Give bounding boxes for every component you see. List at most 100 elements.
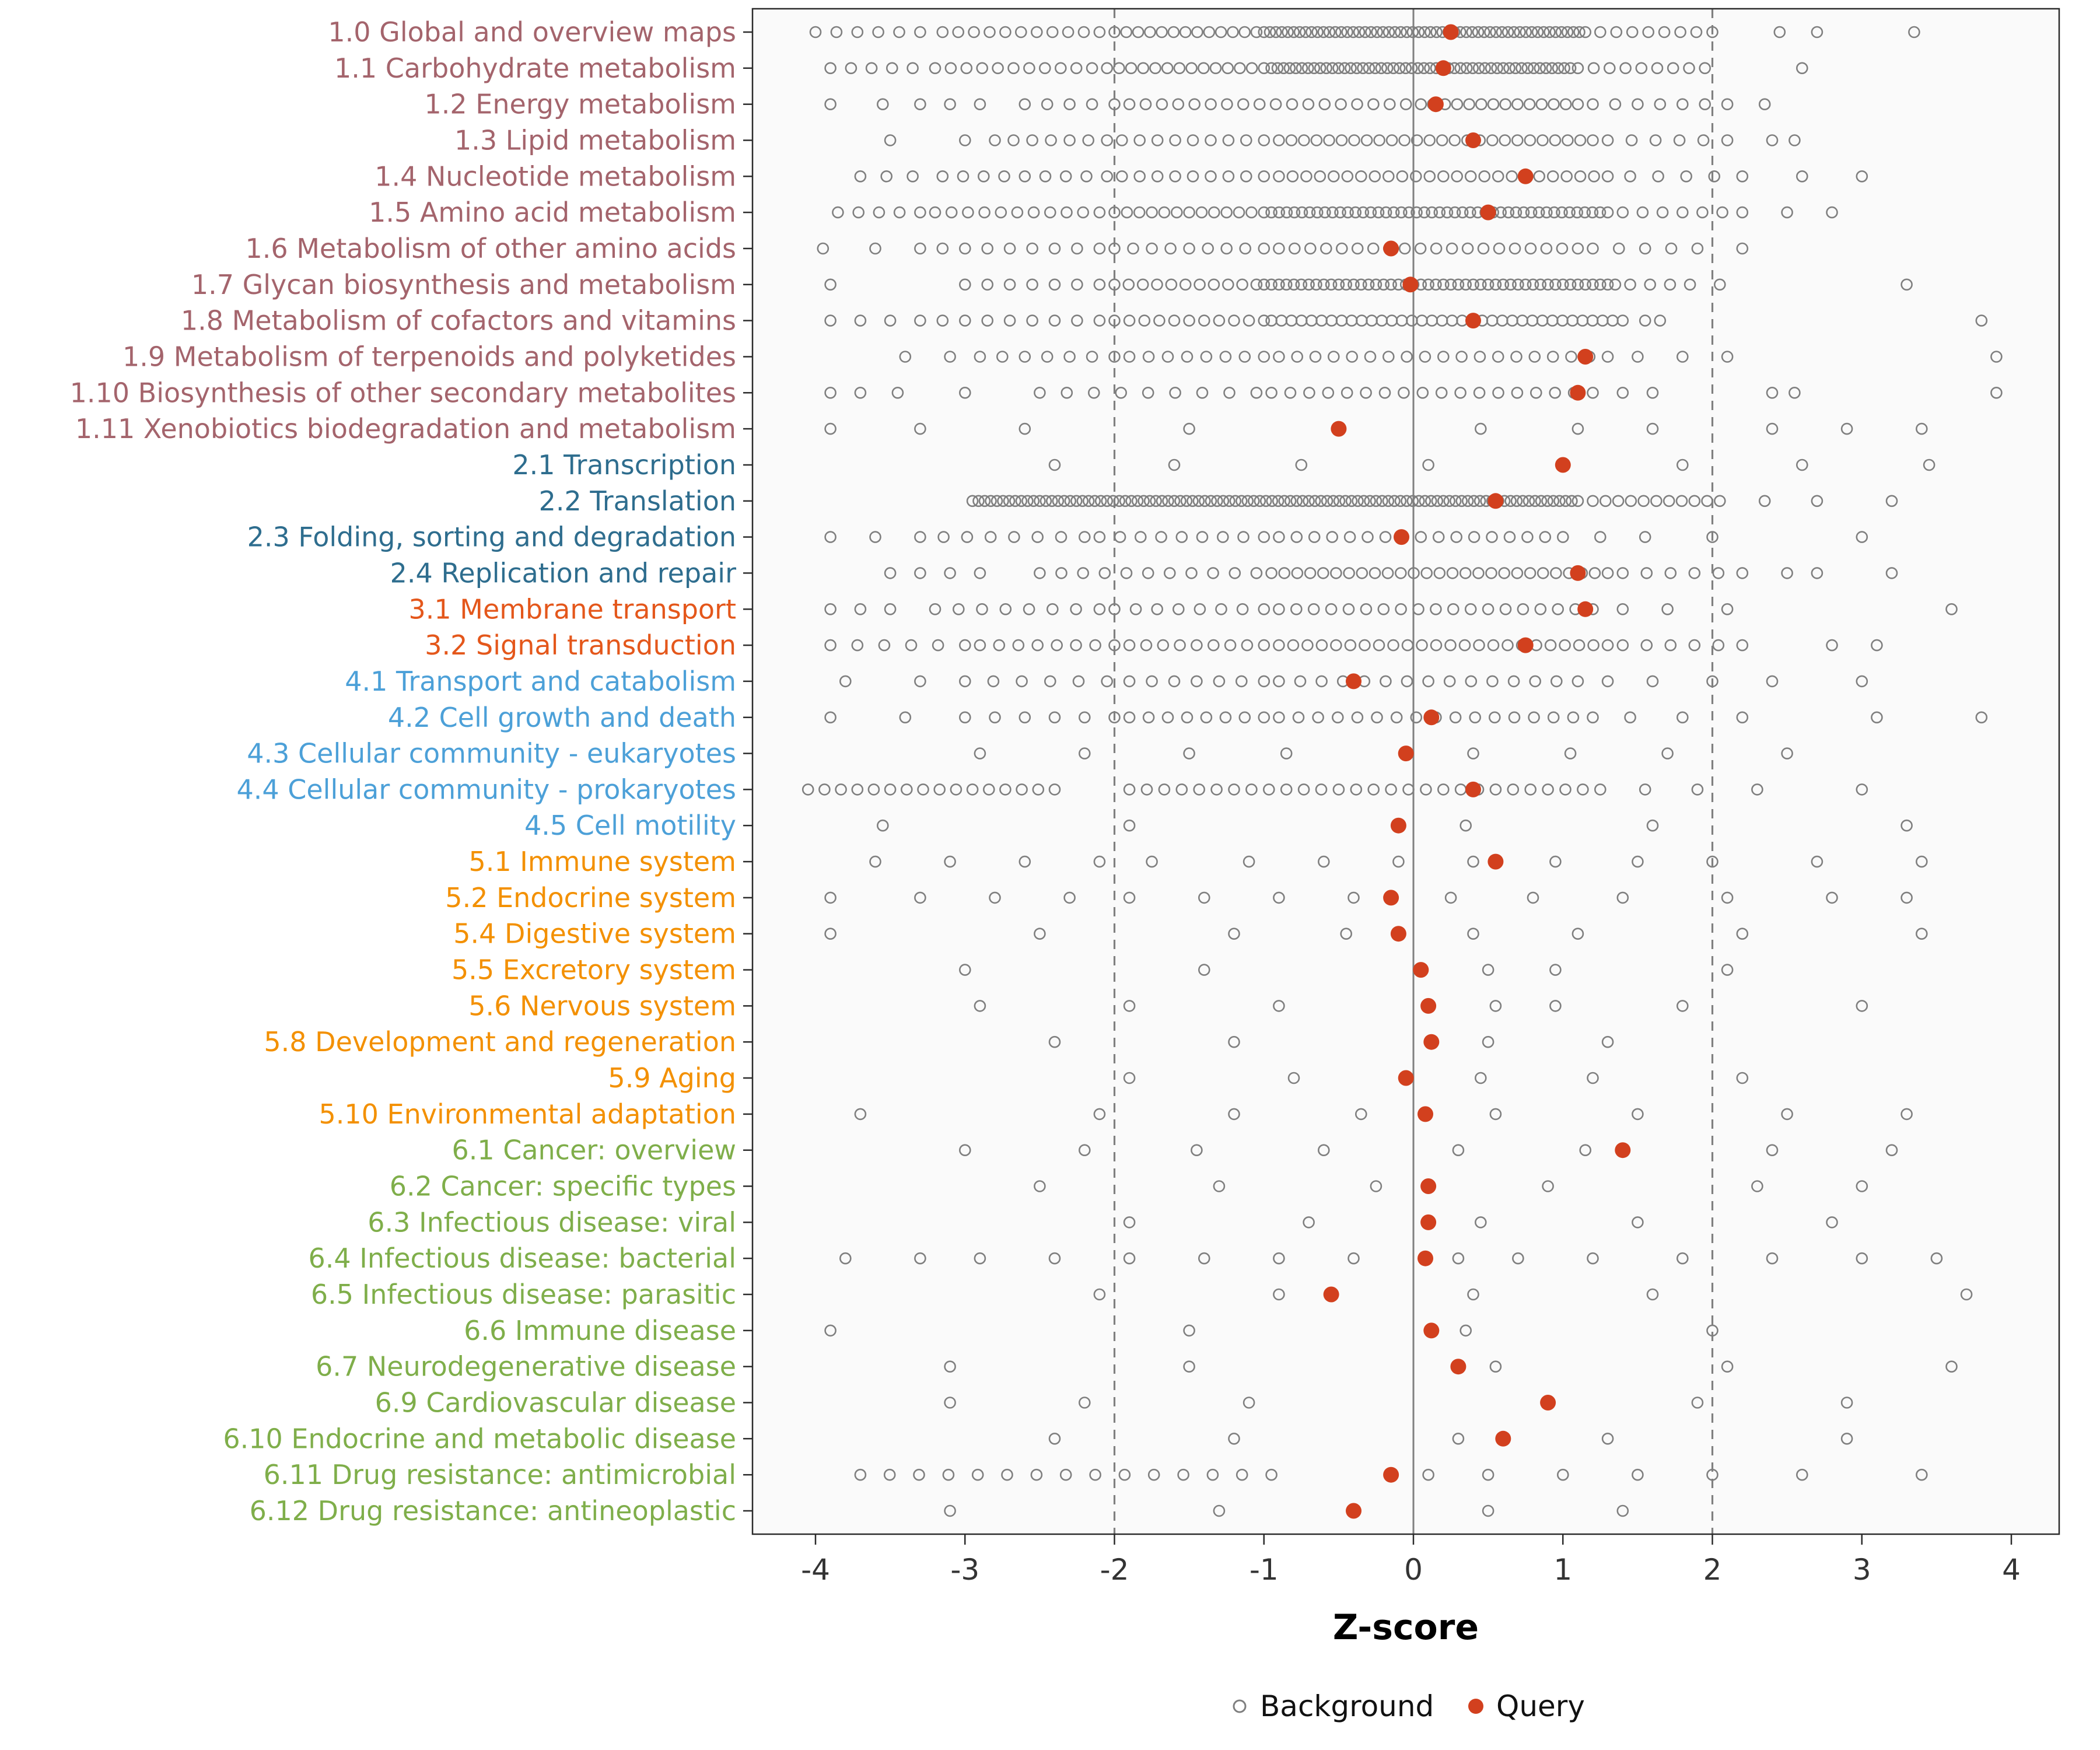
- background-point: [1278, 495, 1290, 508]
- background-point: [1484, 26, 1496, 38]
- background-point: [1234, 62, 1246, 75]
- background-point: [1312, 711, 1324, 724]
- background-point: [992, 62, 1004, 75]
- background-point: [1632, 98, 1644, 110]
- background-point: [1885, 1144, 1898, 1156]
- background-point: [1198, 891, 1210, 904]
- background-point: [1070, 639, 1082, 652]
- background-point: [1454, 386, 1466, 399]
- background-point: [1333, 495, 1346, 508]
- background-point: [1393, 62, 1406, 75]
- background-point: [1294, 675, 1307, 688]
- background-point: [1433, 206, 1446, 219]
- background-point: [1133, 206, 1146, 219]
- background-point: [1273, 206, 1285, 219]
- background-point: [974, 351, 986, 363]
- background-point: [1113, 495, 1125, 508]
- background-point: [1348, 1252, 1360, 1265]
- background-point: [1420, 567, 1433, 579]
- background-point: [1280, 206, 1293, 219]
- background-point: [1412, 26, 1425, 38]
- background-point: [1676, 98, 1689, 110]
- background-point: [1673, 134, 1686, 146]
- background-point: [914, 675, 926, 688]
- background-point: [1180, 495, 1193, 508]
- background-point: [1560, 170, 1573, 183]
- background-point: [1034, 495, 1046, 508]
- background-point: [1238, 351, 1251, 363]
- background-point: [1601, 639, 1614, 652]
- background-point: [1123, 1000, 1136, 1012]
- background-point: [1721, 98, 1734, 110]
- background-point: [1625, 134, 1638, 146]
- background-point: [984, 531, 997, 543]
- background-point: [914, 1252, 926, 1265]
- background-point: [851, 783, 864, 796]
- background-point: [1303, 206, 1316, 219]
- background-point: [1664, 567, 1677, 579]
- background-point: [1601, 675, 1614, 688]
- background-point: [1101, 134, 1113, 146]
- query-point: [1420, 1214, 1437, 1230]
- background-point: [1120, 26, 1133, 38]
- y-axis-label: 4.5 Cell motility: [524, 810, 736, 841]
- background-point: [1380, 206, 1392, 219]
- background-point: [1310, 134, 1323, 146]
- background-point: [1502, 206, 1515, 219]
- background-point: [944, 1360, 956, 1373]
- background-point: [1458, 639, 1471, 652]
- background-point: [1632, 855, 1644, 868]
- background-point: [1664, 278, 1676, 291]
- background-point: [1273, 278, 1285, 291]
- background-point: [1472, 26, 1485, 38]
- background-point: [1328, 170, 1340, 183]
- background-point: [959, 639, 971, 652]
- background-point: [1342, 206, 1354, 219]
- background-point: [1398, 242, 1411, 255]
- background-point: [1051, 639, 1063, 652]
- background-point: [1688, 639, 1701, 652]
- background-point: [1435, 386, 1448, 399]
- background-point: [1701, 495, 1713, 508]
- background-point: [1549, 278, 1562, 291]
- background-point: [1123, 891, 1136, 904]
- background-point: [1208, 206, 1220, 219]
- background-point: [1030, 1468, 1043, 1481]
- background-point: [1706, 531, 1718, 543]
- query-point: [1331, 421, 1347, 437]
- background-point: [1351, 711, 1364, 724]
- background-point: [944, 567, 956, 579]
- background-point: [966, 495, 979, 508]
- background-point: [1721, 964, 1734, 976]
- background-point: [1336, 242, 1348, 255]
- background-point: [962, 206, 974, 219]
- background-point: [1826, 1216, 1838, 1228]
- background-point: [1273, 351, 1285, 363]
- background-point: [1539, 62, 1552, 75]
- background-point: [1195, 206, 1208, 219]
- background-point: [824, 62, 836, 75]
- background-point: [1578, 206, 1591, 219]
- background-point: [1174, 495, 1186, 508]
- background-point: [1378, 386, 1391, 399]
- background-point: [1565, 351, 1577, 363]
- background-point: [1151, 170, 1164, 183]
- background-point: [1379, 531, 1392, 543]
- background-point: [1572, 242, 1584, 255]
- background-point: [1492, 170, 1504, 183]
- background-point: [1161, 351, 1174, 363]
- background-point: [929, 603, 942, 615]
- background-point: [1567, 711, 1580, 724]
- background-point: [839, 675, 852, 688]
- background-point: [932, 639, 944, 652]
- background-point: [1228, 1108, 1240, 1121]
- background-point: [1751, 783, 1763, 796]
- background-point: [1151, 278, 1163, 291]
- background-point: [1930, 1252, 1943, 1265]
- background-point: [1048, 242, 1061, 255]
- background-point: [917, 783, 929, 796]
- background-point: [1019, 422, 1031, 435]
- background-point: [1661, 747, 1674, 760]
- query-point: [1383, 240, 1399, 257]
- background-point: [1549, 386, 1561, 399]
